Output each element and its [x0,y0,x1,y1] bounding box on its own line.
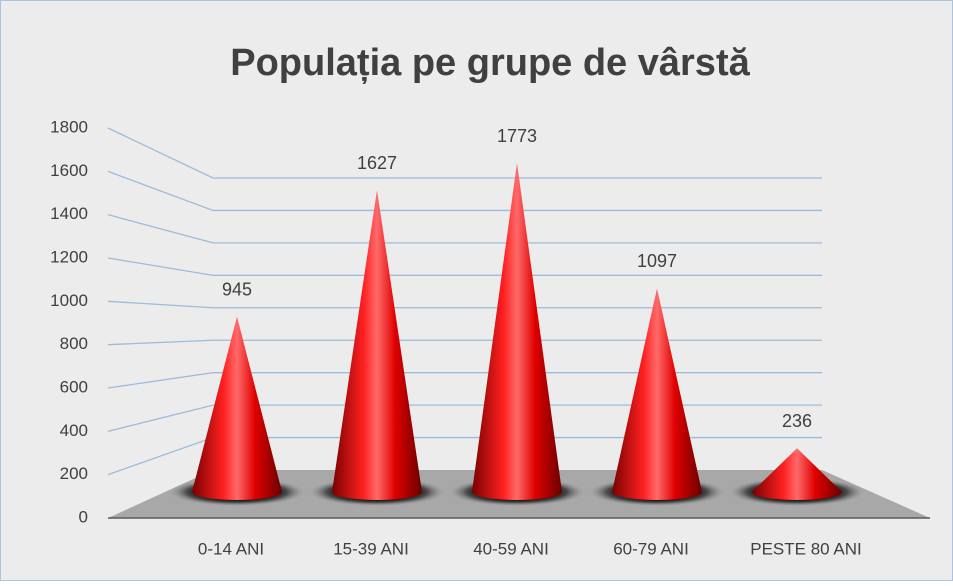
grid-line [107,257,822,276]
cone [192,316,282,500]
y-tick-label: 1600 [50,161,88,180]
y-tick-label: 1200 [50,247,88,266]
grid-line [107,127,822,179]
y-tick-label: 0 [79,507,88,526]
x-tick-label: PESTE 80 ANI [750,539,862,558]
x-tick-label: 60-79 ANI [613,539,689,558]
y-tick-label: 800 [60,334,88,353]
grid-line [107,170,822,212]
data-label: 1773 [497,126,537,146]
y-tick-label: 200 [60,464,88,483]
grid-line [107,404,822,432]
cone [612,288,702,500]
y-tick-label: 1000 [50,291,88,310]
cone [472,163,562,500]
cone [752,448,842,500]
data-label: 1627 [357,153,397,173]
chart-title: Populația pe grupe de vârstă [230,42,750,84]
y-tick-label: 1800 [50,117,88,136]
y-tick-label: 600 [60,377,88,396]
x-tick-label: 40-59 ANI [473,539,549,558]
cone [332,190,422,500]
data-label: 236 [782,411,812,431]
x-tick-label: 15-39 ANI [333,539,409,558]
y-tick-label: 1400 [50,204,88,223]
grid-line [107,300,822,309]
grid-line [107,214,822,244]
data-label: 1097 [637,251,677,271]
data-label: 945 [222,279,252,299]
grid-line [107,372,822,389]
y-tick-label: 400 [60,421,88,440]
grid-line [107,339,822,346]
x-tick-label: 0-14 ANI [198,539,264,558]
